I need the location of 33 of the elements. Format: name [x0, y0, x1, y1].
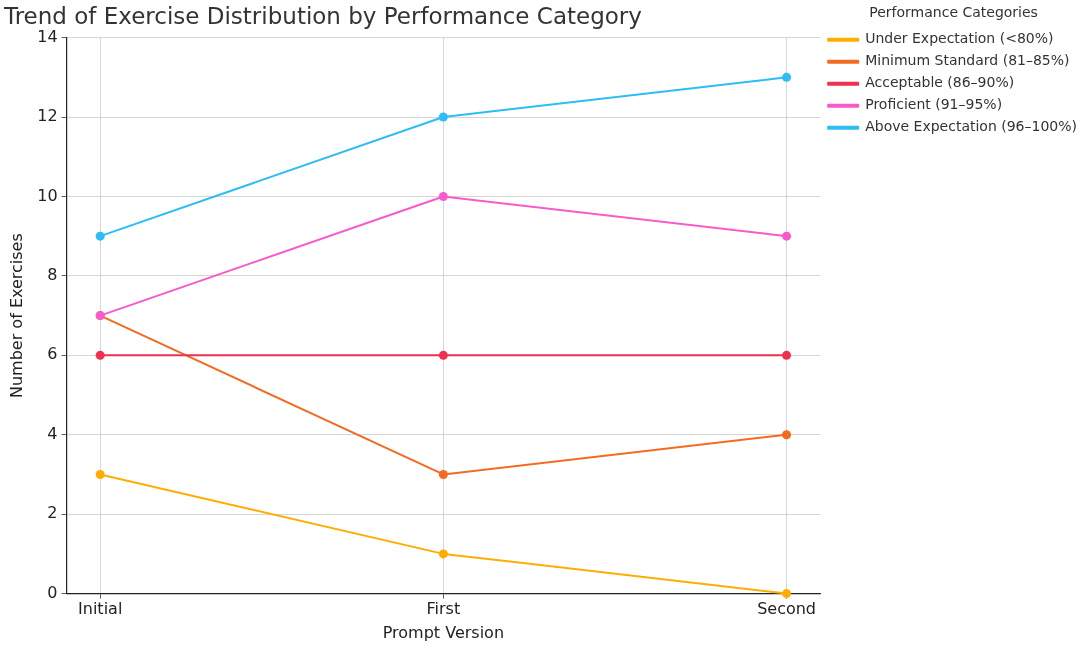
y-tick-label: 8 — [47, 265, 58, 285]
point — [782, 72, 792, 82]
point — [782, 350, 792, 360]
point — [438, 549, 448, 559]
y-tick-label: 12 — [37, 106, 58, 126]
y-tick-label: 0 — [47, 582, 58, 602]
point — [782, 231, 792, 241]
legend-label: Minimum Standard (81–85%) — [865, 52, 1070, 69]
point — [782, 589, 792, 599]
y-tick-label: 4 — [47, 423, 58, 443]
y-tick-label: 10 — [37, 185, 58, 205]
point — [438, 112, 448, 122]
point — [95, 469, 105, 479]
x-tick-label: First — [426, 599, 461, 619]
legend-title: Performance Categories — [869, 3, 1038, 20]
x-tick-label: Second — [757, 599, 817, 619]
point — [438, 469, 448, 479]
x-axis-title: Prompt Version — [382, 622, 505, 642]
point — [438, 191, 448, 201]
y-tick-label: 6 — [47, 344, 58, 364]
point — [782, 430, 792, 440]
y-tick-label: 2 — [47, 503, 58, 523]
legend-label: Proficient (91–95%) — [865, 96, 1003, 113]
legend-label: Under Expectation (<80%) — [865, 30, 1054, 47]
point — [438, 350, 448, 360]
y-tick-label: 14 — [37, 26, 58, 46]
point — [95, 350, 105, 360]
chart-title: Trend of Exercise Distribution by Performance Category — [3, 2, 642, 29]
y-axis-title: Number of Exercises — [6, 233, 26, 398]
legend-label: Acceptable (86–90%) — [865, 74, 1015, 91]
x-tick-label: Initial — [78, 599, 123, 619]
legend-label: Above Expectation (96–100%) — [865, 118, 1078, 135]
point — [95, 231, 105, 241]
